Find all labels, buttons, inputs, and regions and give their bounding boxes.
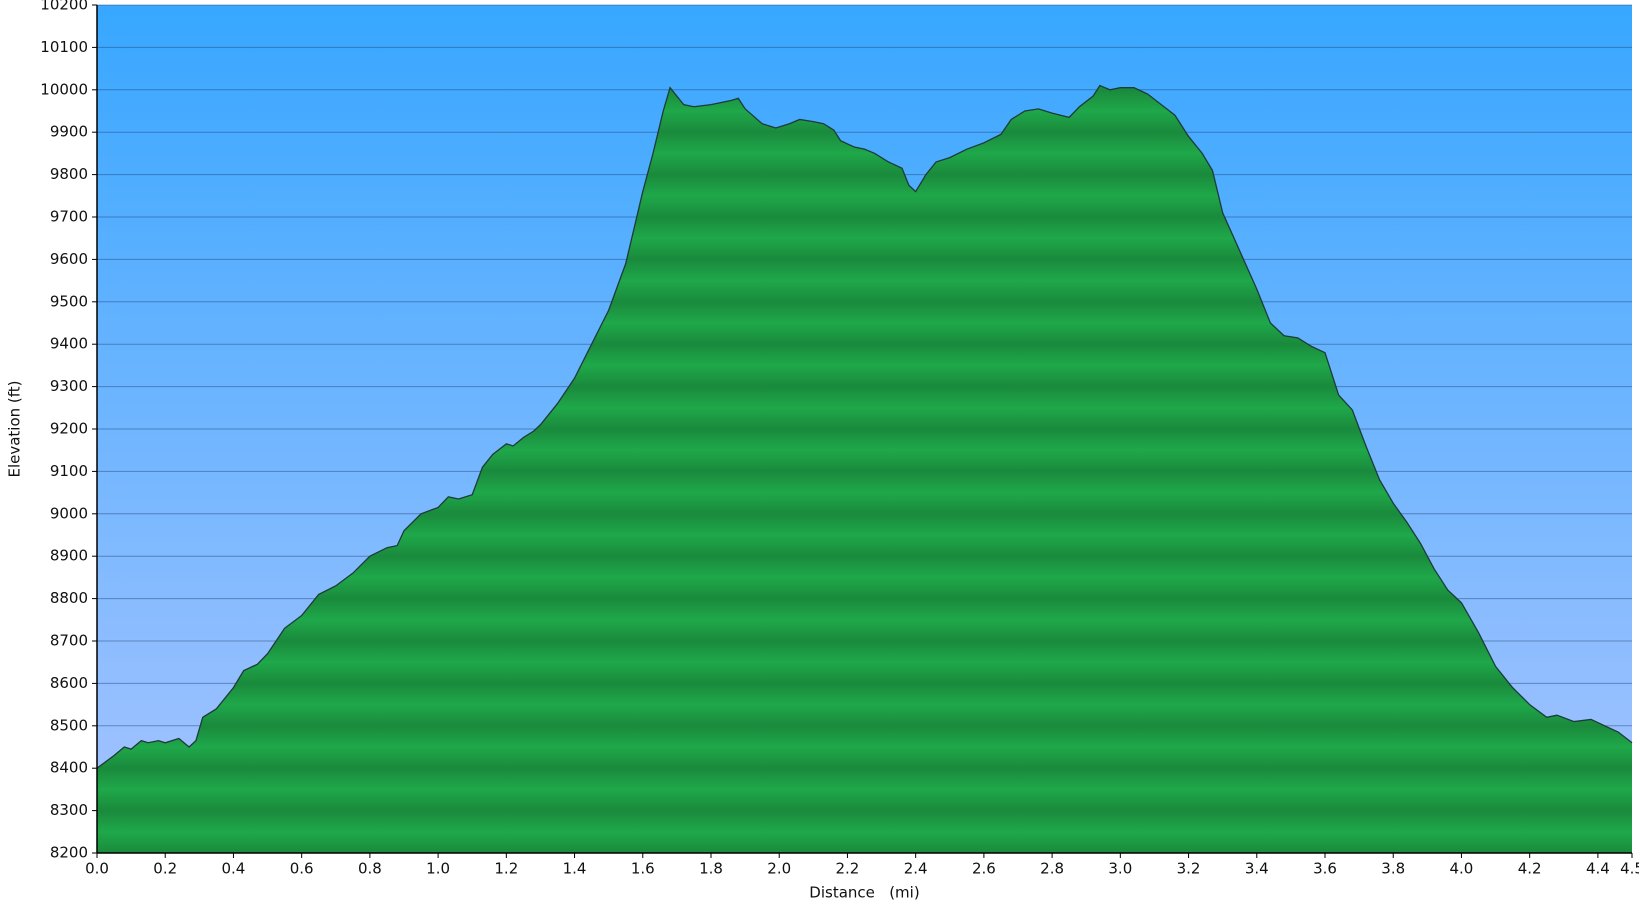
y-tick-label: 9800: [50, 165, 88, 183]
y-tick-label: 10000: [40, 80, 88, 98]
x-tick-label: 0.2: [153, 860, 177, 878]
x-tick-label: 0.6: [290, 860, 314, 878]
area-fill: [97, 85, 1632, 853]
y-tick-label: 9100: [50, 462, 88, 480]
y-tick-label: 8500: [50, 716, 88, 734]
y-tick-label: 10200: [40, 0, 88, 14]
y-tick-label: 8800: [50, 589, 88, 607]
x-tick-label: 2.6: [972, 860, 996, 878]
x-tick-label: 1.8: [699, 860, 723, 878]
x-tick-label: 3.2: [1177, 860, 1201, 878]
y-tick-label: 9400: [50, 335, 88, 353]
y-tick-label: 9500: [50, 292, 88, 310]
x-tick-label: 4.0: [1450, 860, 1474, 878]
x-tick-label: 1.0: [426, 860, 450, 878]
y-tick-label: 9000: [50, 504, 88, 522]
y-tick-label: 9900: [50, 123, 88, 141]
y-tick-label: 8700: [50, 632, 88, 650]
x-axis-label: Distance (mi): [809, 884, 919, 902]
x-tick-label: 3.4: [1245, 860, 1269, 878]
y-axis-label: Elevation (ft): [6, 380, 24, 477]
x-tick-label: 1.6: [631, 860, 655, 878]
x-tick-label: 2.4: [904, 860, 928, 878]
x-tick-label: 4.5: [1620, 860, 1639, 878]
y-tick-label: 9300: [50, 377, 88, 395]
y-tick-label: 9700: [50, 208, 88, 226]
y-tick-label: 8200: [50, 844, 88, 862]
x-tick-label: 1.2: [494, 860, 518, 878]
x-tick-label: 3.6: [1313, 860, 1337, 878]
x-tick-label: 0.0: [85, 860, 109, 878]
x-tick-label: 0.4: [222, 860, 246, 878]
elevation-line: [96, 84, 1633, 769]
y-tick-label: 8400: [50, 759, 88, 777]
x-tick-label: 2.2: [836, 860, 860, 878]
x-tick-label: 1.4: [563, 860, 587, 878]
x-tick-label: 0.8: [358, 860, 382, 878]
x-tick-label: 2.8: [1040, 860, 1064, 878]
y-tick-label: 8300: [50, 801, 88, 819]
y-tick-label: 9200: [50, 420, 88, 438]
x-tick-label: 3.0: [1108, 860, 1132, 878]
y-tick-label: 9600: [50, 250, 88, 268]
x-tick-label: 4.2: [1518, 860, 1542, 878]
y-tick-label: 8600: [50, 674, 88, 692]
x-tick-label: 3.8: [1381, 860, 1405, 878]
x-tick-label: 4.4: [1586, 860, 1610, 878]
x-tick-label: 2.0: [767, 860, 791, 878]
y-tick-label: 10100: [40, 38, 88, 56]
y-tick-label: 8900: [50, 547, 88, 565]
